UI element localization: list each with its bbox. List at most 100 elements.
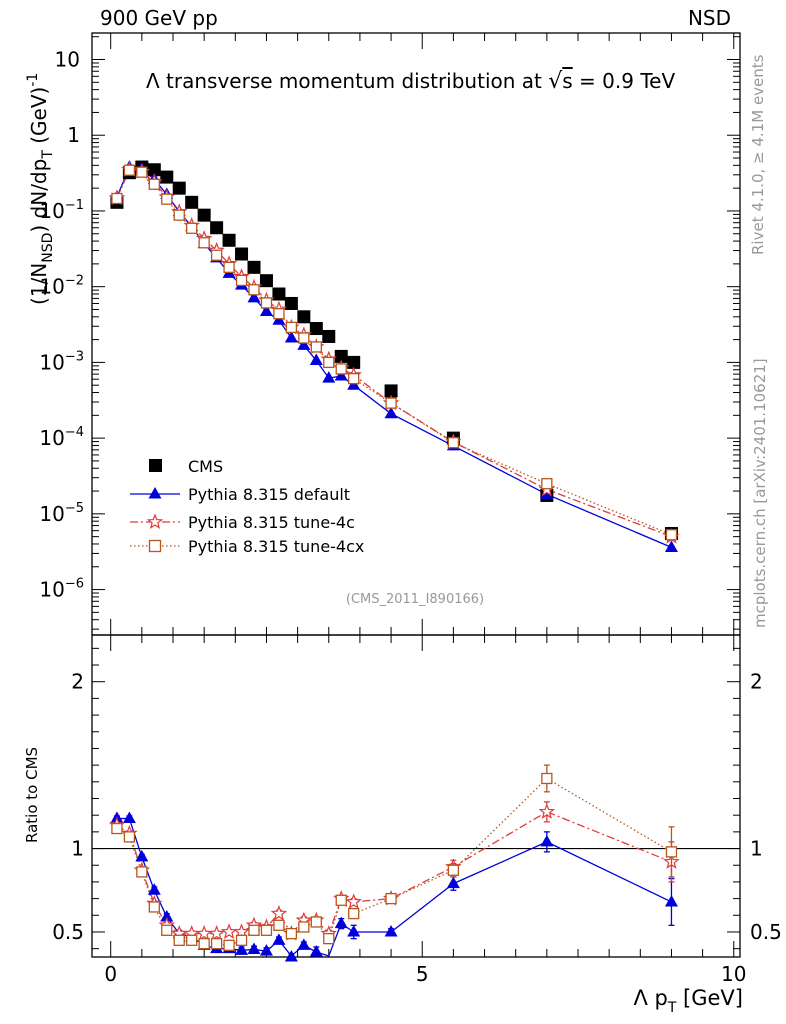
point-tune-4cx	[323, 356, 335, 369]
point-tune-4cx	[260, 297, 273, 309]
ratio-point-default	[135, 849, 149, 862]
point-tune-4cx	[210, 249, 223, 261]
ratio-point-tune-4cx	[665, 846, 678, 858]
point-tune-4cx	[273, 308, 285, 320]
cms-data-point	[297, 310, 311, 324]
point-default	[247, 290, 261, 303]
ratio-point-default	[122, 811, 136, 824]
cms-data-point	[222, 233, 236, 247]
ratio-point-tune-4cx	[285, 927, 298, 940]
ratio-point-tune-4cx	[248, 924, 260, 936]
ratio-point-tune-4cx	[123, 831, 136, 843]
cms-data-point	[347, 355, 361, 369]
ratio-point-tune-4cx	[173, 934, 185, 946]
legend-label-tune-4cx: Pythia 8.315 tune-4cx	[188, 537, 364, 556]
mcplots-side-label: mcplots.cern.ch [arXiv:2401.10621]	[751, 358, 769, 628]
cms-data-point	[284, 296, 298, 310]
ratio-point-default	[384, 924, 398, 937]
y-tick-label: 10−1	[39, 198, 84, 223]
ratio-point-tune-4cx	[136, 866, 148, 878]
ratio-y-tick-label: 0.5	[52, 920, 84, 944]
point-tune-4cx	[348, 373, 360, 385]
legend-label-default: Pythia 8.315 default	[188, 485, 350, 504]
ratio-point-tune-4cx	[235, 934, 248, 946]
ratio-y-tick-label-right: 0.5	[750, 920, 782, 944]
ratio-point-default	[259, 944, 273, 956]
ratio-point-default	[235, 943, 249, 955]
ratio-point-tune-4c	[538, 803, 556, 819]
point-tune-4cx	[235, 274, 248, 287]
point-default	[384, 406, 398, 419]
cms-data-point	[322, 329, 336, 343]
cms-data-point	[160, 170, 174, 184]
cms-data-point	[210, 221, 224, 235]
point-tune-4cx	[541, 478, 553, 490]
point-default	[664, 540, 678, 552]
ratio-point-tune-4cx	[385, 892, 397, 905]
ratio-series-markers	[108, 764, 680, 962]
point-default	[322, 371, 336, 383]
cms-data-point	[272, 287, 286, 301]
legend-label-cms: CMS	[188, 457, 223, 476]
ratio-y-axis-title: Ratio to CMS	[23, 747, 41, 843]
ratio-point-tune-4cx	[273, 919, 285, 931]
ratio-series-lines	[116, 777, 672, 957]
ratio-plot-frame	[91, 634, 741, 958]
cms-data-point	[334, 349, 348, 363]
ratio-point-default	[247, 942, 261, 954]
main-series-markers	[108, 160, 680, 552]
point-tune-4cx	[248, 284, 260, 296]
x-tick-label: 5	[416, 962, 429, 986]
point-tune-4cx	[136, 166, 148, 178]
header-right-label: NSD	[688, 6, 731, 30]
cms-data-point	[197, 208, 211, 222]
ratio-point-default	[272, 933, 286, 945]
legend-marker-default	[148, 487, 162, 499]
cms-data-point	[384, 384, 398, 398]
x-tick-labels: 0 5 10	[104, 962, 746, 986]
main-y-axis-title: (1/NNSD) dN/dpT (GeV)-1	[25, 73, 56, 305]
ratio-y-tick-label-right: 2	[750, 670, 763, 694]
ratio-point-tune-4cx	[198, 938, 210, 950]
chart-title: Λ transverse momentum distribution at √s…	[146, 69, 675, 94]
point-tune-4cx	[111, 192, 123, 205]
point-default	[284, 330, 298, 343]
y-tick-label: 10	[55, 48, 80, 72]
cms-data-point	[259, 274, 273, 288]
point-default	[297, 338, 311, 350]
x-tick-label: 0	[104, 962, 117, 986]
legend-label-tune-4c: Pythia 8.315 tune-4c	[188, 513, 355, 532]
point-tune-4cx	[173, 209, 185, 221]
point-default	[309, 353, 323, 365]
point-tune-4cx	[223, 261, 235, 273]
point-default	[334, 369, 348, 381]
rivet-side-label: Rivet 4.1.0, ≥ 4.1M events	[749, 54, 767, 255]
x-tick-label: 10	[721, 962, 746, 986]
y-tick-label: 10−4	[39, 425, 84, 450]
ratio-point-tune-4cx	[541, 772, 553, 785]
series-line-tune-4c	[116, 169, 672, 538]
point-tune-4cx	[186, 222, 198, 234]
series-line-tune-4cx	[116, 169, 672, 536]
ratio-line-tune-4c	[116, 811, 672, 935]
point-tune-4cx	[285, 321, 298, 334]
legend-marker-tune-4cx	[148, 539, 162, 553]
cms-data-point	[309, 322, 323, 336]
ratio-point-tune-4cx	[298, 921, 310, 933]
legend: CMS Pythia 8.315 default Pythia 8.315 tu…	[130, 457, 364, 556]
ratio-y-tick-label: 2	[71, 670, 84, 694]
ratio-point-default	[664, 894, 678, 907]
ratio-point-tune-4c	[270, 904, 288, 921]
header-left-label: 900 GeV pp	[100, 6, 218, 30]
ratio-point-tune-4c	[345, 893, 362, 909]
ratio-point-default	[160, 909, 174, 922]
ratio-y-tick-labels: 0.5 1 2 0.5 1 2	[52, 670, 782, 944]
cms-data-point	[185, 195, 199, 209]
y-tick-label: 10−6	[39, 577, 84, 602]
y-tick-label: 10−3	[39, 349, 84, 374]
point-tune-4cx	[665, 529, 678, 541]
ratio-y-tick-label: 1	[71, 837, 84, 861]
cms-data-point	[147, 163, 161, 177]
ratio-point-tune-4cx	[148, 901, 160, 913]
